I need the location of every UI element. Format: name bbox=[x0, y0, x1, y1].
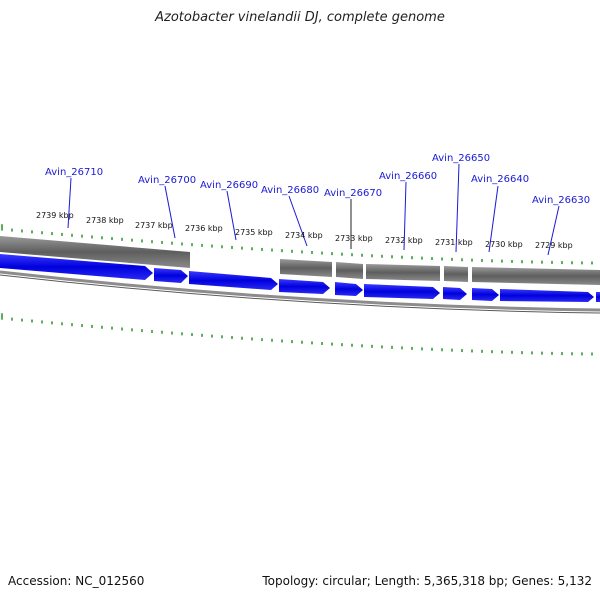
gene-label: Avin_26700 bbox=[138, 175, 196, 186]
kbp-label: 2737 kbp bbox=[135, 221, 173, 230]
kbp-label: 2732 kbp bbox=[385, 236, 423, 245]
gene-arrow bbox=[279, 279, 330, 294]
gene-label: Avin_26640 bbox=[471, 174, 529, 185]
gene-label: Avin_26650 bbox=[432, 153, 490, 164]
callout-line bbox=[67, 177, 72, 229]
kbp-label: 2731 kbp bbox=[435, 238, 473, 247]
kbp-label: 2734 kbp bbox=[285, 231, 323, 240]
inner-tick-ring bbox=[1, 313, 593, 356]
kbp-label: 2736 kbp bbox=[185, 224, 223, 233]
gene-label: Avin_26670 bbox=[324, 188, 382, 199]
accession-label: Accession: NC_012560 bbox=[8, 574, 145, 588]
kbp-label: 2733 kbp bbox=[335, 234, 373, 243]
gene-arrow bbox=[443, 287, 467, 300]
kbp-scale: 2739 kbp 2738 kbp 2737 kbp 2736 kbp 2735… bbox=[36, 211, 573, 250]
genome-backbone-shade bbox=[0, 274, 600, 314]
genome-summary: Topology: circular; Length: 5,365,318 bp… bbox=[262, 574, 592, 588]
gene-block bbox=[280, 259, 332, 277]
callout-line bbox=[547, 205, 560, 256]
genome-title: Azotobacter vinelandii DJ, complete geno… bbox=[155, 10, 445, 25]
callout-line bbox=[455, 163, 460, 253]
callout-line bbox=[288, 195, 308, 247]
gene-arrow bbox=[154, 268, 188, 283]
gene-arrow bbox=[0, 254, 153, 280]
gene-block bbox=[336, 262, 363, 279]
other-strand-genes bbox=[0, 236, 600, 285]
gene-block bbox=[444, 266, 468, 282]
callout-line bbox=[403, 181, 407, 251]
callout-line bbox=[164, 185, 176, 239]
kbp-label: 2730 kbp bbox=[485, 240, 523, 249]
genome-backbone bbox=[0, 270, 600, 312]
gene-block bbox=[366, 264, 440, 281]
callout-line bbox=[488, 185, 499, 253]
gene-arrow bbox=[364, 284, 440, 299]
gene-arrow bbox=[596, 292, 600, 302]
gene-arrow bbox=[189, 271, 278, 290]
gene-label: Avin_26690 bbox=[200, 180, 258, 191]
gene-label: Avin_26630 bbox=[532, 195, 590, 206]
gene-arrow bbox=[500, 289, 594, 302]
gene-arrow bbox=[335, 282, 363, 296]
gene-label: Avin_26680 bbox=[261, 185, 319, 196]
gene-block bbox=[0, 236, 190, 268]
gene-callouts: Avin_26710 Avin_26700 Avin_26690 Avin_26… bbox=[45, 153, 590, 256]
kbp-label: 2729 kbp bbox=[535, 241, 573, 250]
gene-label: Avin_26710 bbox=[45, 167, 103, 178]
outer-tick-ring bbox=[1, 224, 593, 265]
kbp-label: 2739 kbp bbox=[36, 211, 74, 220]
gene-block bbox=[472, 267, 600, 285]
callout-line bbox=[226, 190, 237, 241]
kbp-label: 2735 kbp bbox=[235, 228, 273, 237]
kbp-label: 2738 kbp bbox=[86, 216, 124, 225]
gene-label: Avin_26660 bbox=[379, 171, 437, 182]
gene-arrow bbox=[472, 288, 499, 301]
forward-strand-genes bbox=[0, 254, 600, 302]
